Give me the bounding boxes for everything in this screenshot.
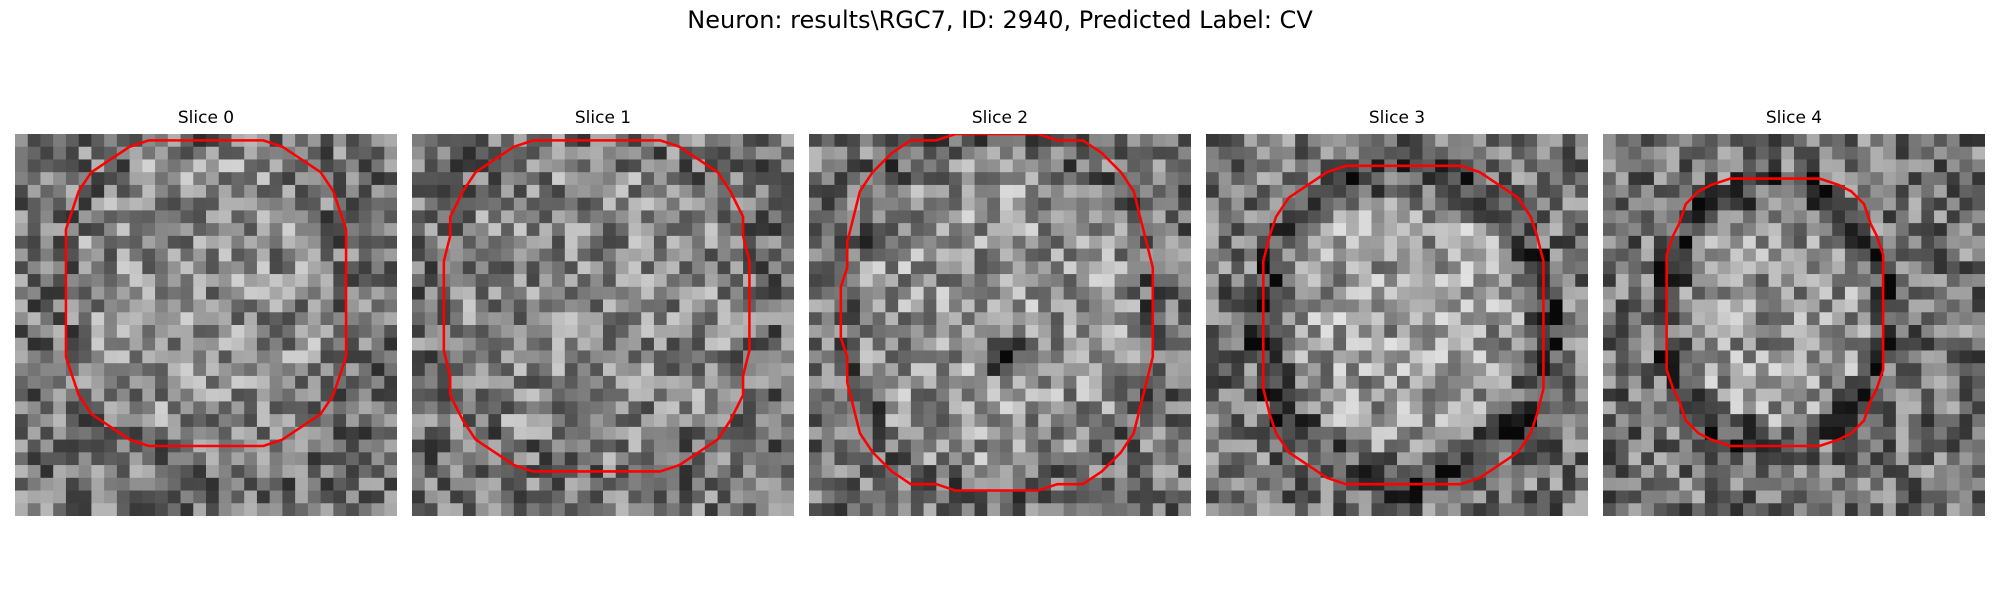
slice-image — [1603, 134, 1985, 516]
slice-image — [809, 134, 1191, 516]
segmentation-contour — [64, 139, 348, 448]
segmentation-contour — [1262, 164, 1545, 486]
slice-title: Slice 4 — [1765, 108, 1823, 128]
slice-panel-1: Slice 1 — [412, 108, 794, 518]
slice-panel-4: Slice 4 — [1603, 108, 1985, 518]
slice-panel-0: Slice 0 — [15, 108, 397, 518]
slice-image — [15, 134, 397, 516]
segmentation-contour — [839, 134, 1155, 492]
figure-title: Neuron: results\RGC7, ID: 2940, Predicte… — [687, 6, 1313, 34]
segmentation-contour — [442, 139, 751, 473]
slice-title: Slice 3 — [1368, 108, 1426, 128]
slice-title: Slice 0 — [177, 108, 235, 128]
segmentation-contour — [1665, 177, 1885, 448]
slice-image — [1206, 134, 1588, 516]
slice-image — [412, 134, 794, 516]
slice-title: Slice 2 — [971, 108, 1029, 128]
slice-title: Slice 1 — [574, 108, 632, 128]
slice-panel-3: Slice 3 — [1206, 108, 1588, 518]
slice-panel-2: Slice 2 — [809, 108, 1191, 518]
